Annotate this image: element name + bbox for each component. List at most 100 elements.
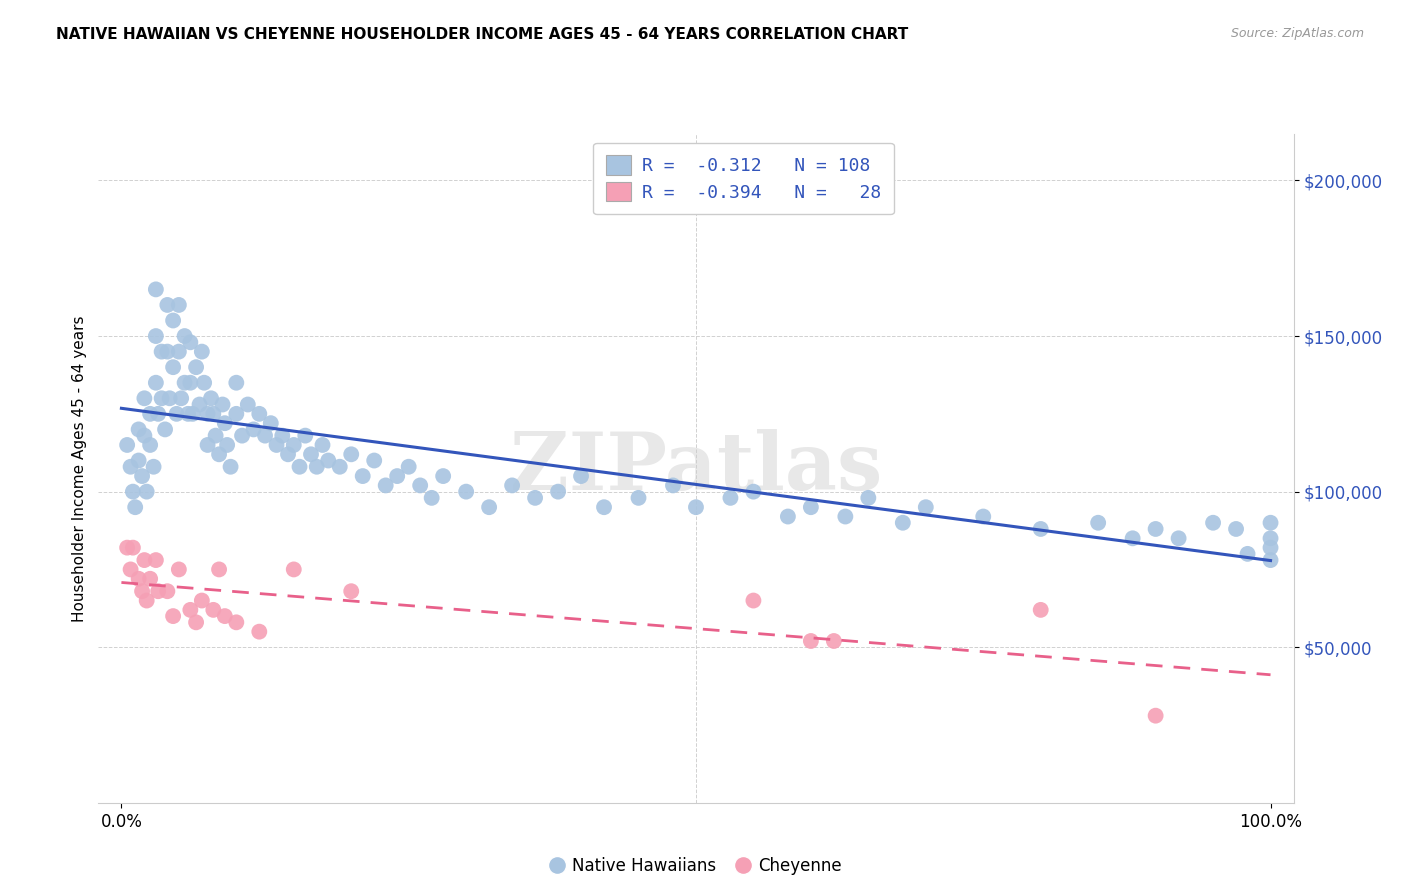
Point <box>170 392 193 406</box>
Point <box>305 459 328 474</box>
Point <box>142 459 165 474</box>
Point <box>179 335 201 350</box>
Point <box>1202 516 1225 530</box>
Point <box>277 447 299 461</box>
Point <box>1144 522 1167 536</box>
Point <box>162 360 184 375</box>
Point <box>162 313 184 327</box>
Point <box>547 484 569 499</box>
Point <box>776 509 799 524</box>
Legend: Native Hawaiians, Cheyenne: Native Hawaiians, Cheyenne <box>544 850 848 881</box>
Point <box>193 376 215 390</box>
Point <box>173 376 195 390</box>
Point <box>800 500 823 515</box>
Point <box>134 428 156 442</box>
Point <box>166 407 188 421</box>
Point <box>1260 531 1282 545</box>
Point <box>627 491 650 505</box>
Point <box>131 469 153 483</box>
Point <box>181 407 204 421</box>
Point <box>159 392 181 406</box>
Point <box>184 360 207 375</box>
Point <box>202 603 225 617</box>
Point <box>1087 516 1109 530</box>
Point <box>162 609 184 624</box>
Point <box>891 516 914 530</box>
Point <box>115 438 138 452</box>
Point <box>1260 516 1282 530</box>
Point <box>742 484 765 499</box>
Point <box>1260 541 1282 555</box>
Point <box>167 562 190 576</box>
Point <box>363 453 385 467</box>
Point <box>1122 531 1144 545</box>
Point <box>225 407 247 421</box>
Point <box>225 615 247 630</box>
Point <box>1029 522 1052 536</box>
Point <box>197 438 219 452</box>
Point <box>135 484 157 499</box>
Point <box>254 428 277 442</box>
Point <box>191 593 214 607</box>
Point <box>135 593 157 607</box>
Point <box>340 447 363 461</box>
Point <box>288 459 311 474</box>
Point <box>145 282 167 296</box>
Point <box>208 562 231 576</box>
Point <box>219 459 242 474</box>
Point <box>217 438 239 452</box>
Point <box>145 329 167 343</box>
Point <box>115 541 138 555</box>
Point <box>524 491 547 505</box>
Point <box>374 478 396 492</box>
Point <box>167 298 190 312</box>
Point <box>167 344 190 359</box>
Point <box>156 298 179 312</box>
Point <box>139 407 162 421</box>
Point <box>153 422 176 436</box>
Point <box>1029 603 1052 617</box>
Point <box>139 438 162 452</box>
Point <box>329 459 352 474</box>
Point <box>208 447 231 461</box>
Point <box>197 407 219 421</box>
Point <box>823 634 845 648</box>
Point <box>184 615 207 630</box>
Point <box>134 553 156 567</box>
Point <box>1144 708 1167 723</box>
Point <box>145 376 167 390</box>
Point <box>139 572 162 586</box>
Point <box>191 344 214 359</box>
Point <box>247 624 270 639</box>
Point <box>179 376 201 390</box>
Point <box>150 392 173 406</box>
Point <box>225 376 247 390</box>
Point <box>177 407 200 421</box>
Point <box>173 329 195 343</box>
Point <box>200 392 222 406</box>
Point <box>1260 553 1282 567</box>
Point <box>720 491 742 505</box>
Point <box>662 478 685 492</box>
Point <box>188 397 211 411</box>
Point <box>145 553 167 567</box>
Point <box>914 500 936 515</box>
Point <box>685 500 707 515</box>
Point <box>260 416 283 430</box>
Point <box>179 603 201 617</box>
Point <box>148 584 170 599</box>
Point <box>120 562 142 576</box>
Point <box>271 428 294 442</box>
Text: NATIVE HAWAIIAN VS CHEYENNE HOUSEHOLDER INCOME AGES 45 - 64 YEARS CORRELATION CH: NATIVE HAWAIIAN VS CHEYENNE HOUSEHOLDER … <box>56 27 908 42</box>
Y-axis label: Householder Income Ages 45 - 64 years: Householder Income Ages 45 - 64 years <box>72 315 87 622</box>
Point <box>266 438 288 452</box>
Point <box>150 344 173 359</box>
Point <box>311 438 333 452</box>
Point <box>316 453 339 467</box>
Point <box>247 407 270 421</box>
Point <box>242 422 264 436</box>
Point <box>124 500 146 515</box>
Point <box>283 438 305 452</box>
Point <box>340 584 363 599</box>
Point <box>148 407 170 421</box>
